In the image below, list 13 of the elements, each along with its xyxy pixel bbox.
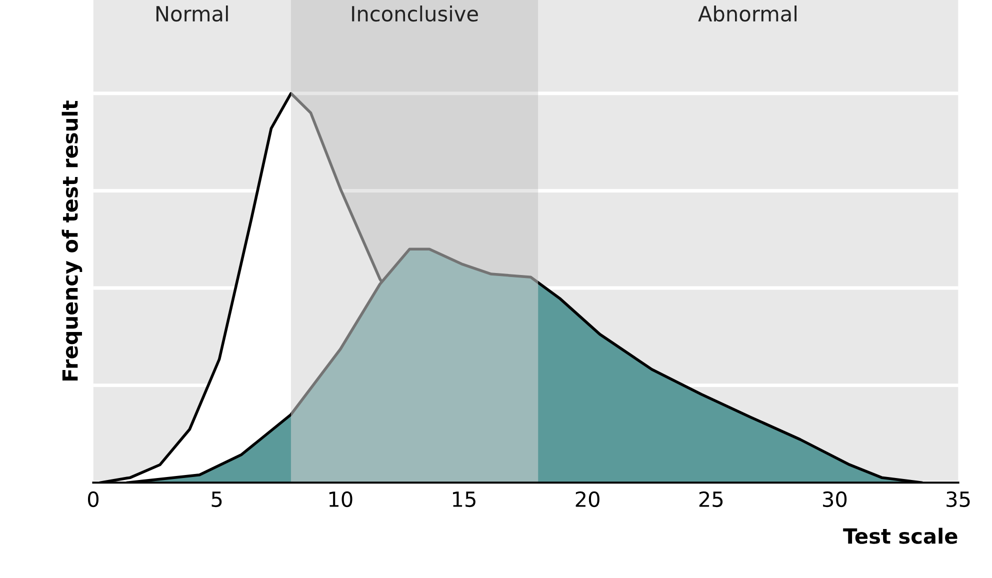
band-label: Abnormal bbox=[698, 5, 796, 22]
x-tick-label: 20 bbox=[576, 491, 600, 508]
band-label: Inconclusive bbox=[352, 5, 478, 22]
y-axis-title: Frequency of test result bbox=[62, 100, 82, 381]
x-axis-title: Test scale bbox=[843, 528, 958, 544]
x-tick-label: 10 bbox=[329, 491, 352, 508]
band-label: Normal bbox=[156, 5, 228, 22]
x-tick-label: 25 bbox=[699, 491, 723, 508]
x-tick-label: 0 bbox=[88, 491, 98, 508]
x-tick-label: 35 bbox=[946, 491, 970, 508]
x-tick-label: 30 bbox=[823, 491, 847, 508]
x-tick-label: 5 bbox=[212, 492, 222, 508]
x-tick-label: 15 bbox=[453, 492, 476, 508]
